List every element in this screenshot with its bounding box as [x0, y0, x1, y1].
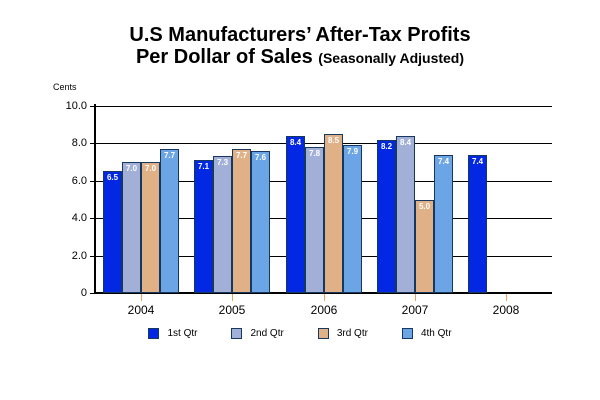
y-axis-tick	[90, 256, 95, 257]
bar-2004-4th-qtr	[160, 149, 179, 293]
legend-item-4th-qtr: 4th Qtr	[401, 328, 452, 339]
bar-2005-4th-qtr	[251, 151, 270, 293]
bar-value-label: 7.9	[346, 147, 359, 156]
legend-item-3rd-qtr: 3rd Qtr	[317, 328, 368, 339]
bar-2007-3rd-qtr	[415, 200, 434, 293]
y-axis-line	[94, 104, 96, 293]
bar-value-label: 8.4	[289, 138, 302, 147]
y-axis-tick-label: 10.0	[65, 100, 87, 112]
bar-2004-2nd-qtr	[122, 162, 141, 293]
y-axis-tick-label: 8.0	[71, 137, 87, 149]
bar-value-label: 8.5	[327, 136, 340, 145]
y-axis-tick-label: 4.0	[71, 212, 87, 224]
chart-title-line2-main: Per Dollar of Sales	[135, 46, 313, 68]
x-axis-label-2004: 2004	[127, 303, 155, 317]
y-axis-tick-label: 6.0	[71, 175, 87, 187]
chart-title-subtitle: (Seasonally Adjusted)	[318, 50, 465, 66]
y-axis-tick	[90, 143, 95, 144]
bar-value-label: 7.0	[125, 164, 138, 173]
x-axis-line	[94, 292, 552, 294]
x-axis-label-2007: 2007	[401, 303, 429, 317]
bar-value-label: 7.7	[163, 151, 176, 160]
bar-value-label: 6.5	[106, 173, 119, 182]
legend-swatch	[231, 328, 243, 339]
bar-value-label: 5.0	[418, 202, 431, 211]
legend-item-2nd-qtr: 2nd Qtr	[231, 328, 284, 339]
bar-value-label: 7.3	[216, 158, 229, 167]
x-axis-label-2008: 2008	[492, 303, 520, 317]
y-axis-tick-label: 0	[80, 287, 87, 299]
bar-value-label: 7.6	[254, 153, 267, 162]
year-tick-mark	[141, 294, 142, 301]
bar-2005-3rd-qtr	[232, 149, 251, 293]
legend-label: 2nd Qtr	[250, 328, 284, 339]
legend-swatch	[148, 328, 160, 339]
bar-2006-4th-qtr	[343, 145, 362, 293]
bar-value-label: 8.4	[399, 138, 412, 147]
bar-2007-2nd-qtr	[396, 136, 415, 293]
legend-label: 4th Qtr	[420, 328, 452, 339]
x-axis-label-2005: 2005	[218, 303, 246, 317]
legend-label: 3rd Qtr	[336, 328, 368, 339]
chart-title-line1: U.S Manufacturers’ After-Tax Profits	[129, 24, 471, 46]
bar-2007-4th-qtr	[434, 155, 453, 293]
year-tick-mark	[324, 294, 325, 301]
bar-2006-1st-qtr	[286, 136, 305, 293]
y-axis-tick	[90, 293, 95, 294]
legend-swatch	[317, 328, 329, 339]
bar-value-label: 7.7	[235, 151, 248, 160]
chart-legend: 1st Qtr 2nd Qtr 3rd Qtr 4th Qtr	[0, 328, 600, 339]
bar-2006-2nd-qtr	[305, 147, 324, 293]
chart-title: U.S Manufacturers’ After-Tax Profits Per…	[0, 24, 600, 69]
bar-value-label: 7.8	[308, 149, 321, 158]
bar-value-label: 7.4	[437, 157, 450, 166]
bar-value-label: 8.2	[380, 142, 393, 151]
bar-2005-2nd-qtr	[213, 156, 232, 293]
bar-2004-1st-qtr	[103, 171, 122, 293]
gridline-8.0	[95, 143, 552, 144]
bar-value-label: 7.0	[144, 164, 157, 173]
chart-title-line2: Per Dollar of Sales (Seasonally Adjusted…	[0, 46, 600, 69]
year-tick-mark	[232, 294, 233, 301]
bar-2004-3rd-qtr	[141, 162, 160, 293]
y-axis-tick	[90, 181, 95, 182]
y-axis-tick-label: 2.0	[71, 250, 87, 262]
bar-2007-1st-qtr	[377, 140, 396, 293]
year-tick-mark	[415, 294, 416, 301]
gridline-10.0	[95, 106, 552, 107]
year-tick-mark	[506, 294, 507, 301]
y-axis-tick	[90, 218, 95, 219]
bar-2005-1st-qtr	[194, 160, 213, 293]
y-axis-unit-label: Cents	[53, 82, 77, 92]
legend-item-1st-qtr: 1st Qtr	[148, 328, 197, 339]
y-axis-tick	[90, 106, 95, 107]
legend-swatch	[401, 328, 413, 339]
bar-2008-1st-qtr	[468, 155, 487, 293]
legend-label: 1st Qtr	[167, 328, 198, 339]
bar-value-label: 7.1	[197, 162, 210, 171]
bar-value-label: 7.4	[471, 157, 484, 166]
bar-2006-3rd-qtr	[324, 134, 343, 293]
x-axis-label-2006: 2006	[310, 303, 338, 317]
